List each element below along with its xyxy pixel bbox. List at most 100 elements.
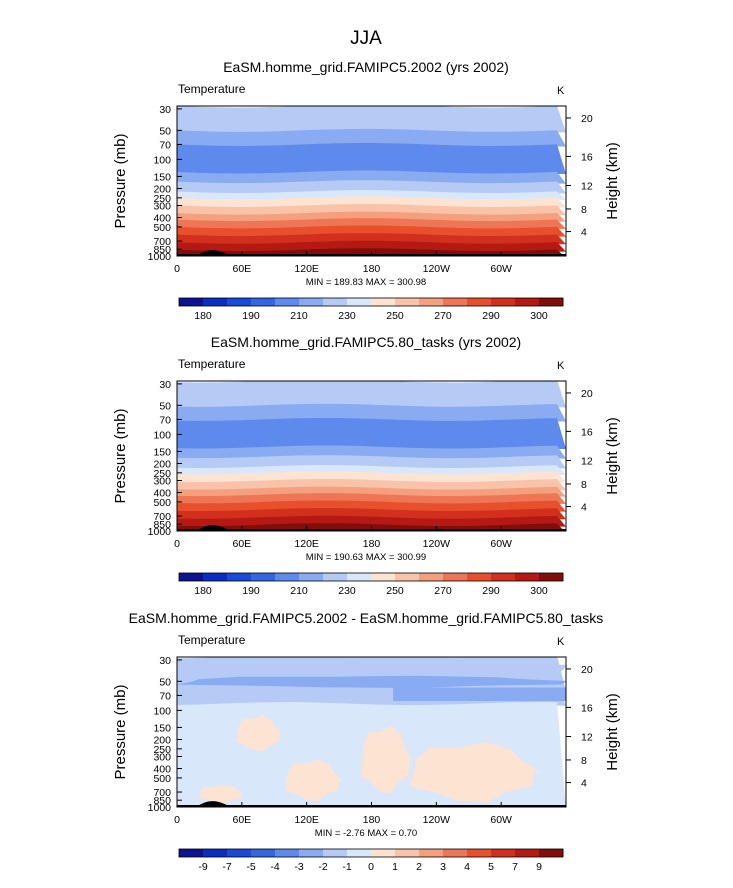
min-max-label: MIN = 189.83 MAX = 300.98 bbox=[306, 277, 426, 288]
y-tick-label: 150 bbox=[153, 446, 171, 458]
colorbar-swatch bbox=[491, 573, 516, 581]
colorbar-swatch bbox=[299, 573, 324, 581]
x-tick-label: 120E bbox=[294, 263, 319, 275]
colorbar-swatch bbox=[395, 573, 420, 581]
y-tick-label: 400 bbox=[153, 764, 171, 776]
colorbar-swatch bbox=[419, 573, 444, 581]
y-tick-label: 200 bbox=[153, 183, 171, 195]
y-tick-label: 500 bbox=[153, 222, 171, 234]
contour-band bbox=[177, 142, 566, 174]
contour-band bbox=[177, 403, 566, 422]
contour-band bbox=[177, 203, 566, 216]
x-tick-label: 60E bbox=[232, 814, 251, 826]
colorbar-label: 230 bbox=[338, 310, 356, 322]
colorbar-swatch bbox=[251, 849, 276, 857]
colorbar-swatch bbox=[179, 298, 204, 306]
y-tick-label: 700 bbox=[153, 787, 171, 799]
contour-band bbox=[177, 499, 566, 512]
colorbar-label: 190 bbox=[242, 310, 260, 322]
colorbar-swatch bbox=[347, 849, 372, 857]
colorbar-swatch bbox=[419, 849, 444, 857]
colorbar-swatch bbox=[491, 849, 516, 857]
height-tick-label: 4 bbox=[581, 778, 587, 790]
y-tick-label: 50 bbox=[159, 125, 171, 137]
variable-label: Temperature bbox=[178, 633, 246, 647]
contour-band bbox=[177, 470, 566, 483]
x-tick-label: 120W bbox=[423, 538, 451, 550]
colorbar-swatch bbox=[275, 298, 300, 306]
panel-title: EaSM.homme_grid.FAMIPC5.2002 (yrs 2002) bbox=[223, 59, 509, 75]
contour-band bbox=[177, 240, 566, 252]
y-tick-label: 70 bbox=[159, 414, 171, 426]
height-tick-label: 16 bbox=[581, 702, 593, 714]
colorbar-swatch bbox=[299, 298, 324, 306]
y-tick-label: 50 bbox=[159, 676, 171, 688]
x-tick-label: 0 bbox=[174, 538, 180, 550]
colorbar-label: -2 bbox=[318, 861, 327, 873]
colorbar-swatch bbox=[203, 298, 228, 306]
page-title: JJA bbox=[350, 28, 382, 49]
colorbar-swatch bbox=[203, 849, 228, 857]
y-axis-title: Pressure (mb) bbox=[112, 408, 129, 503]
y-tick-label: 50 bbox=[159, 400, 171, 412]
colorbar-swatch bbox=[467, 849, 492, 857]
x-tick-label: 60E bbox=[232, 263, 251, 275]
y-tick-label: 100 bbox=[153, 154, 171, 166]
height-tick-label: 16 bbox=[581, 426, 593, 438]
colorbar-swatch bbox=[515, 573, 540, 581]
x-tick-label: 0 bbox=[174, 814, 180, 826]
y-tick-label: 250 bbox=[153, 744, 171, 756]
y-tick-label: 30 bbox=[159, 104, 171, 116]
y-tick-label: 850 bbox=[153, 519, 171, 531]
x-tick-label: 120E bbox=[294, 538, 319, 550]
units-label: K bbox=[557, 636, 565, 648]
y-tick-label: 250 bbox=[153, 468, 171, 480]
variable-label: Temperature bbox=[178, 82, 246, 96]
units-label: K bbox=[557, 360, 565, 372]
colorbar-label: 290 bbox=[482, 585, 500, 597]
y-tick-label: 250 bbox=[153, 193, 171, 205]
colorbar-swatch bbox=[203, 573, 228, 581]
colorbar-label: -7 bbox=[222, 861, 231, 873]
height-tick-label: 12 bbox=[581, 180, 593, 192]
colorbar-label: -5 bbox=[246, 861, 255, 873]
height-tick-label: 12 bbox=[581, 455, 593, 467]
min-max-label: MIN = -2.76 MAX = 0.70 bbox=[315, 828, 417, 839]
y-tick-label: 200 bbox=[153, 458, 171, 470]
y-tick-label: 1000 bbox=[148, 802, 172, 814]
contour-region bbox=[198, 785, 245, 803]
contour-region bbox=[408, 742, 541, 803]
y-tick-label: 500 bbox=[153, 497, 171, 509]
x-tick-label: 60W bbox=[490, 538, 512, 550]
x-tick-label: 0 bbox=[174, 263, 180, 275]
colorbar-swatch bbox=[179, 573, 204, 581]
x-tick-label: 180 bbox=[363, 538, 381, 550]
height-tick-label: 8 bbox=[581, 204, 587, 216]
colorbar-swatch bbox=[275, 573, 300, 581]
contour-band bbox=[177, 211, 566, 222]
contour-band bbox=[177, 492, 566, 504]
contour-region bbox=[393, 687, 566, 702]
colorbar-swatch bbox=[515, 298, 540, 306]
contour-band bbox=[177, 179, 566, 194]
colorbar-swatch bbox=[539, 849, 564, 857]
panel-title: EaSM.homme_grid.FAMIPC5.2002 - EaSM.homm… bbox=[129, 610, 604, 626]
y-axis-title: Pressure (mb) bbox=[112, 684, 129, 779]
colorbar-label: 9 bbox=[536, 861, 542, 873]
y-tick-label: 400 bbox=[153, 488, 171, 500]
contour-band bbox=[177, 454, 566, 469]
colorbar-swatch bbox=[395, 849, 420, 857]
colorbar-label: 270 bbox=[434, 585, 452, 597]
colorbar-swatch bbox=[419, 298, 444, 306]
colorbar-swatch bbox=[539, 298, 564, 306]
contour-region bbox=[360, 725, 413, 794]
units-label: K bbox=[557, 85, 565, 97]
contour-band bbox=[177, 464, 566, 475]
contour-field bbox=[177, 657, 566, 807]
colorbar-swatch bbox=[179, 849, 204, 857]
x-tick-label: 120W bbox=[423, 263, 451, 275]
height-tick-label: 20 bbox=[581, 388, 593, 400]
colorbar-label: -3 bbox=[294, 861, 303, 873]
colorbar-label: 230 bbox=[338, 585, 356, 597]
contour-band bbox=[177, 232, 566, 245]
